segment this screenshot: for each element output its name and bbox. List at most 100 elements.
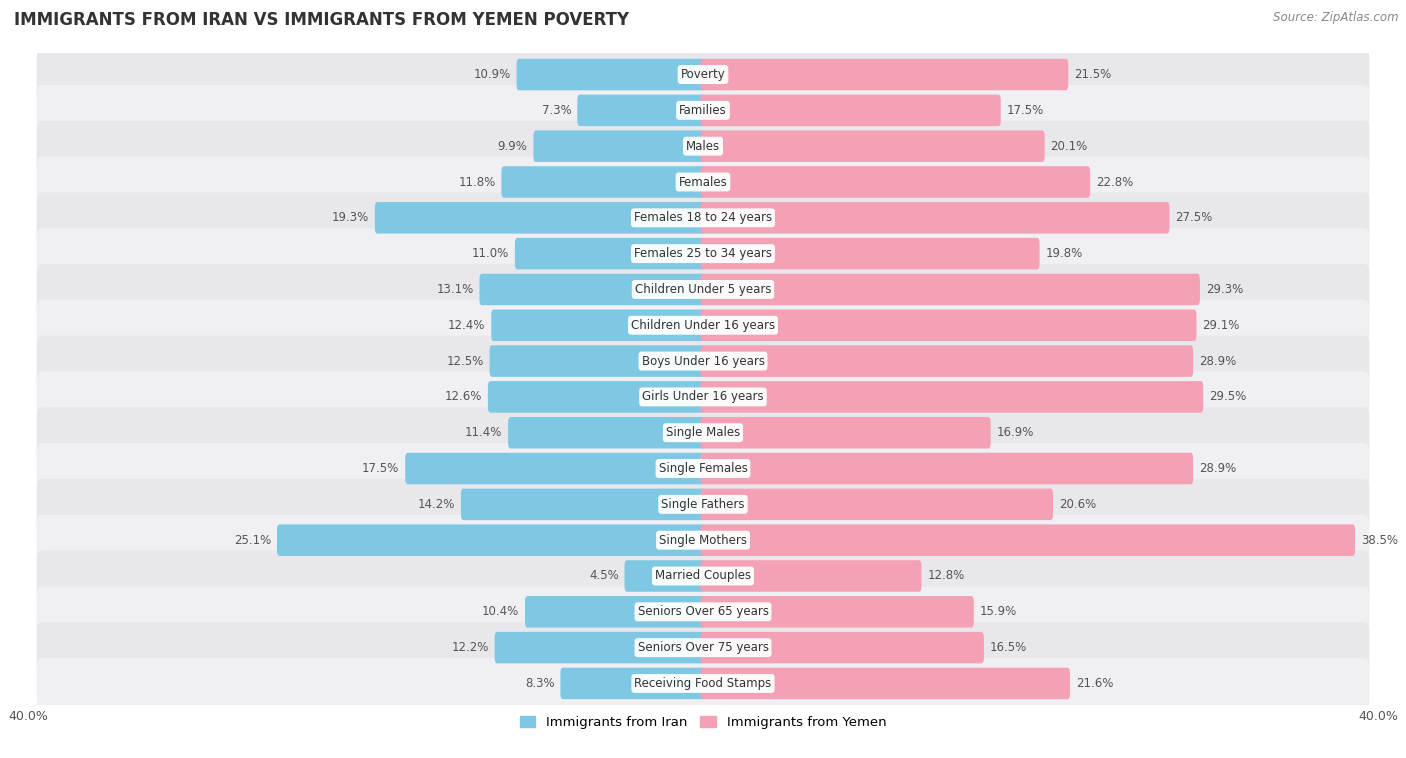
Text: 12.2%: 12.2% xyxy=(451,641,489,654)
FancyBboxPatch shape xyxy=(37,622,1369,673)
FancyBboxPatch shape xyxy=(277,525,706,556)
Text: 25.1%: 25.1% xyxy=(233,534,271,547)
Text: Source: ZipAtlas.com: Source: ZipAtlas.com xyxy=(1274,11,1399,24)
Text: Males: Males xyxy=(686,139,720,152)
Text: 38.5%: 38.5% xyxy=(1361,534,1398,547)
Text: Single Males: Single Males xyxy=(666,426,740,439)
Text: 29.5%: 29.5% xyxy=(1209,390,1246,403)
Text: 17.5%: 17.5% xyxy=(363,462,399,475)
FancyBboxPatch shape xyxy=(700,202,1170,233)
FancyBboxPatch shape xyxy=(578,95,706,126)
FancyBboxPatch shape xyxy=(700,560,921,592)
Text: 15.9%: 15.9% xyxy=(980,606,1017,619)
Text: 10.9%: 10.9% xyxy=(474,68,510,81)
Text: Females: Females xyxy=(679,176,727,189)
Text: 29.1%: 29.1% xyxy=(1202,319,1240,332)
FancyBboxPatch shape xyxy=(524,596,706,628)
FancyBboxPatch shape xyxy=(489,346,706,377)
Text: 19.3%: 19.3% xyxy=(332,211,368,224)
FancyBboxPatch shape xyxy=(700,130,1045,162)
Text: 20.1%: 20.1% xyxy=(1050,139,1088,152)
FancyBboxPatch shape xyxy=(375,202,706,233)
FancyBboxPatch shape xyxy=(405,453,706,484)
Text: Families: Families xyxy=(679,104,727,117)
FancyBboxPatch shape xyxy=(37,300,1369,351)
FancyBboxPatch shape xyxy=(700,238,1039,269)
FancyBboxPatch shape xyxy=(624,560,706,592)
FancyBboxPatch shape xyxy=(508,417,706,449)
FancyBboxPatch shape xyxy=(37,443,1369,494)
FancyBboxPatch shape xyxy=(700,525,1355,556)
Text: 12.4%: 12.4% xyxy=(449,319,485,332)
Text: 21.5%: 21.5% xyxy=(1074,68,1111,81)
FancyBboxPatch shape xyxy=(37,49,1369,100)
Text: 9.9%: 9.9% xyxy=(498,139,527,152)
FancyBboxPatch shape xyxy=(533,130,706,162)
FancyBboxPatch shape xyxy=(516,59,706,90)
FancyBboxPatch shape xyxy=(700,632,984,663)
FancyBboxPatch shape xyxy=(700,309,1197,341)
Text: 11.4%: 11.4% xyxy=(465,426,502,439)
FancyBboxPatch shape xyxy=(479,274,706,305)
FancyBboxPatch shape xyxy=(502,166,706,198)
FancyBboxPatch shape xyxy=(700,453,1194,484)
FancyBboxPatch shape xyxy=(491,309,706,341)
Text: 16.5%: 16.5% xyxy=(990,641,1026,654)
FancyBboxPatch shape xyxy=(461,489,706,520)
FancyBboxPatch shape xyxy=(700,381,1204,412)
Text: Seniors Over 65 years: Seniors Over 65 years xyxy=(637,606,769,619)
Text: 12.5%: 12.5% xyxy=(447,355,484,368)
Text: 11.8%: 11.8% xyxy=(458,176,495,189)
FancyBboxPatch shape xyxy=(37,85,1369,136)
FancyBboxPatch shape xyxy=(700,59,1069,90)
FancyBboxPatch shape xyxy=(561,668,706,699)
Text: 12.8%: 12.8% xyxy=(928,569,965,582)
Text: 19.8%: 19.8% xyxy=(1046,247,1083,260)
Text: Seniors Over 75 years: Seniors Over 75 years xyxy=(637,641,769,654)
Text: 21.6%: 21.6% xyxy=(1076,677,1114,690)
Text: 27.5%: 27.5% xyxy=(1175,211,1212,224)
Text: IMMIGRANTS FROM IRAN VS IMMIGRANTS FROM YEMEN POVERTY: IMMIGRANTS FROM IRAN VS IMMIGRANTS FROM … xyxy=(14,11,630,30)
Text: 8.3%: 8.3% xyxy=(524,677,554,690)
Text: 11.0%: 11.0% xyxy=(472,247,509,260)
Text: Single Females: Single Females xyxy=(658,462,748,475)
Text: 29.3%: 29.3% xyxy=(1206,283,1243,296)
Text: 13.1%: 13.1% xyxy=(436,283,474,296)
FancyBboxPatch shape xyxy=(37,407,1369,458)
Text: 28.9%: 28.9% xyxy=(1199,462,1236,475)
Legend: Immigrants from Iran, Immigrants from Yemen: Immigrants from Iran, Immigrants from Ye… xyxy=(515,710,891,735)
FancyBboxPatch shape xyxy=(495,632,706,663)
Text: Boys Under 16 years: Boys Under 16 years xyxy=(641,355,765,368)
FancyBboxPatch shape xyxy=(515,238,706,269)
Text: Poverty: Poverty xyxy=(681,68,725,81)
Text: Females 25 to 34 years: Females 25 to 34 years xyxy=(634,247,772,260)
FancyBboxPatch shape xyxy=(37,228,1369,279)
FancyBboxPatch shape xyxy=(37,550,1369,601)
FancyBboxPatch shape xyxy=(37,336,1369,387)
Text: Receiving Food Stamps: Receiving Food Stamps xyxy=(634,677,772,690)
FancyBboxPatch shape xyxy=(37,371,1369,422)
Text: 14.2%: 14.2% xyxy=(418,498,456,511)
Text: Females 18 to 24 years: Females 18 to 24 years xyxy=(634,211,772,224)
FancyBboxPatch shape xyxy=(37,264,1369,315)
FancyBboxPatch shape xyxy=(37,479,1369,530)
FancyBboxPatch shape xyxy=(700,489,1053,520)
FancyBboxPatch shape xyxy=(700,95,1001,126)
FancyBboxPatch shape xyxy=(37,157,1369,208)
FancyBboxPatch shape xyxy=(37,587,1369,637)
Text: 22.8%: 22.8% xyxy=(1097,176,1133,189)
FancyBboxPatch shape xyxy=(488,381,706,412)
Text: 12.6%: 12.6% xyxy=(444,390,482,403)
Text: Girls Under 16 years: Girls Under 16 years xyxy=(643,390,763,403)
FancyBboxPatch shape xyxy=(37,658,1369,709)
Text: 10.4%: 10.4% xyxy=(482,606,519,619)
Text: Married Couples: Married Couples xyxy=(655,569,751,582)
FancyBboxPatch shape xyxy=(37,193,1369,243)
Text: Single Fathers: Single Fathers xyxy=(661,498,745,511)
Text: Children Under 5 years: Children Under 5 years xyxy=(634,283,772,296)
Text: 20.6%: 20.6% xyxy=(1059,498,1097,511)
Text: Children Under 16 years: Children Under 16 years xyxy=(631,319,775,332)
FancyBboxPatch shape xyxy=(700,274,1199,305)
FancyBboxPatch shape xyxy=(700,166,1090,198)
FancyBboxPatch shape xyxy=(700,346,1194,377)
